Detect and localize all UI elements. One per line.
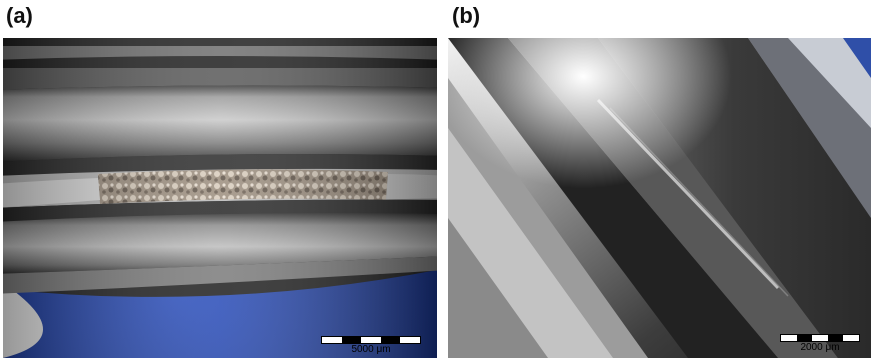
panel-a-scale-label: 5000 μm [351, 344, 391, 355]
bearing-raceway-edge-closeup-photo [448, 38, 871, 358]
panel-a-scale-bar: 5000 μm [321, 336, 421, 355]
panel-b-scale-bar: 2000 μm [780, 334, 860, 353]
panel-b-scale-label: 2000 μm [800, 342, 840, 353]
panel-a-photo: 5000 μm [3, 38, 437, 358]
panel-a-label: (a) [6, 3, 33, 28]
bearing-raceway-wear-track-photo [3, 38, 437, 358]
panel-b-label: (b) [452, 3, 481, 28]
panel-b-photo: 2000 μm [448, 38, 871, 358]
